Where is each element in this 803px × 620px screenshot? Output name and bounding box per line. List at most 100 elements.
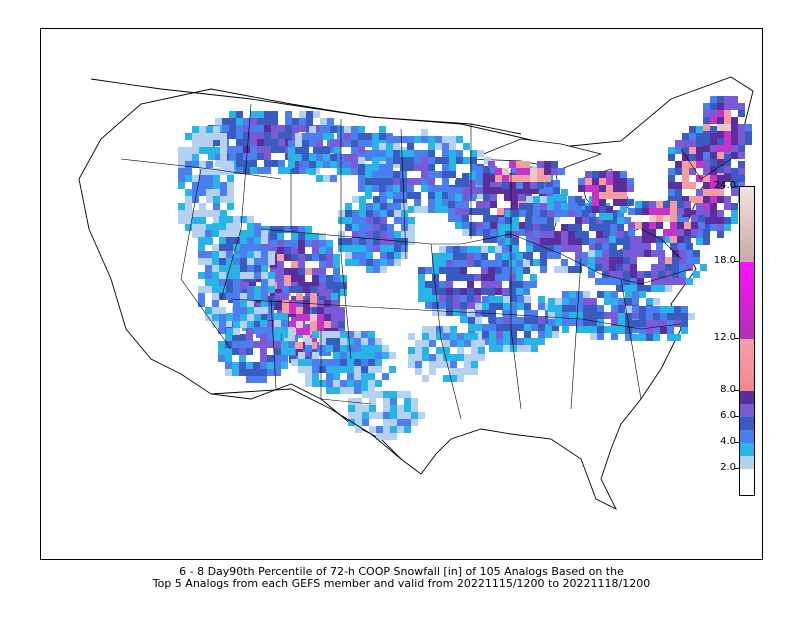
snowfall-cell — [305, 380, 312, 387]
snowfall-cell — [436, 333, 443, 340]
snowfall-cell — [503, 345, 510, 352]
snowfall-cell — [484, 157, 491, 164]
snowfall-cell — [667, 306, 674, 313]
snowfall-cell — [415, 354, 422, 361]
snowfall-cell — [254, 230, 261, 237]
snowfall-cell — [425, 288, 432, 295]
snowfall-cell — [568, 203, 575, 210]
snowfall-cell — [649, 201, 656, 208]
snowfall-cell — [717, 140, 724, 147]
snowfall-cell — [229, 125, 236, 132]
snowfall-cell — [675, 189, 682, 196]
snowfall-cell — [219, 279, 226, 286]
snowfall-cell — [380, 266, 387, 273]
snowfall-cell — [583, 305, 590, 312]
snowfall-cell — [442, 199, 449, 206]
snowfall-cell — [298, 261, 305, 268]
snowfall-cell — [496, 303, 503, 310]
snowfall-cell — [312, 331, 319, 338]
snowfall-cell — [267, 362, 274, 369]
snowfall-cell — [199, 231, 206, 238]
snowfall-cell — [373, 231, 380, 238]
colorbar-tick-label: 8.0 — [720, 384, 736, 395]
snowfall-cell — [428, 171, 435, 178]
snowfall-cell — [628, 222, 635, 229]
snowfall-cell — [199, 175, 206, 182]
snowfall-cell — [738, 161, 745, 168]
snowfall-cell — [206, 161, 213, 168]
snowfall-cell — [467, 274, 474, 281]
snowfall-cell — [561, 224, 568, 231]
snowfall-cell — [261, 258, 268, 265]
snowfall-cell — [326, 380, 333, 387]
snowfall-cell — [309, 168, 316, 175]
snowfall-cell — [668, 175, 675, 182]
snowfall-cell — [495, 281, 502, 288]
snowfall-cell — [684, 236, 691, 243]
snowfall-cell — [731, 152, 738, 159]
snowfall-cell — [446, 260, 453, 267]
snowfall-cell — [291, 247, 298, 254]
snowfall-cell — [404, 405, 411, 412]
snowfall-cell — [418, 288, 425, 295]
snowfall-cell — [668, 182, 675, 189]
snowfall-cell — [651, 278, 658, 285]
snowfall-cell — [724, 131, 731, 138]
snowfall-cell — [490, 215, 497, 222]
snowfall-cell — [540, 252, 547, 259]
snowfall-cell — [270, 226, 277, 233]
snowfall-cell — [291, 240, 298, 247]
snowfall-cell — [609, 236, 616, 243]
snowfall-cell — [218, 327, 225, 334]
snowfall-cell — [618, 313, 625, 320]
snowfall-cell — [731, 182, 738, 189]
snowfall-cell — [291, 282, 298, 289]
snowfall-cell — [524, 303, 531, 310]
snowfall-cell — [436, 354, 443, 361]
snowfall-cell — [407, 192, 414, 199]
snowfall-cell — [637, 271, 644, 278]
snowfall-cell — [285, 118, 292, 125]
snowfall-cell — [544, 161, 551, 168]
snowfall-cell — [253, 376, 260, 383]
snowfall-cell — [354, 338, 361, 345]
snowfall-cell — [394, 203, 401, 210]
snowfall-cell — [675, 147, 682, 154]
snowfall-cell — [717, 210, 724, 217]
snowfall-cell — [537, 175, 544, 182]
snowfall-cell — [386, 199, 393, 206]
snowfall-cell — [618, 298, 625, 305]
snowfall-cell — [333, 331, 340, 338]
snowfall-cell — [546, 187, 553, 194]
snowfall-cell — [185, 154, 192, 161]
snowfall-shading — [178, 96, 752, 440]
snowfall-cell — [355, 419, 362, 426]
snowfall-cell — [717, 224, 724, 231]
snowfall-cell — [296, 321, 303, 328]
snowfall-cell — [319, 240, 326, 247]
snowfall-cell — [478, 340, 485, 347]
snowfall-cell — [517, 324, 524, 331]
snowfall-cell — [387, 245, 394, 252]
snowfall-cell — [331, 321, 338, 328]
snowfall-cell — [289, 300, 296, 307]
snowfall-cell — [257, 167, 264, 174]
snowfall-cell — [540, 210, 547, 217]
snowfall-cell — [476, 229, 483, 236]
snowfall-cell — [421, 164, 428, 171]
snowfall-cell — [305, 324, 312, 331]
snowfall-cell — [206, 182, 213, 189]
snowfall-cell — [326, 247, 333, 254]
snowfall-cell — [250, 132, 257, 139]
snowfall-cell — [327, 146, 334, 153]
snowfall-cell — [340, 282, 347, 289]
snowfall-cell — [337, 154, 344, 161]
snowfall-cell — [625, 327, 632, 334]
snowfall-cell — [306, 118, 313, 125]
snowfall-cell — [240, 244, 247, 251]
snowfall-cell — [312, 359, 319, 366]
snowfall-cell — [361, 380, 368, 387]
snowfall-cell — [569, 312, 576, 319]
snowfall-cell — [703, 217, 710, 224]
snowfall-cell — [250, 111, 257, 118]
